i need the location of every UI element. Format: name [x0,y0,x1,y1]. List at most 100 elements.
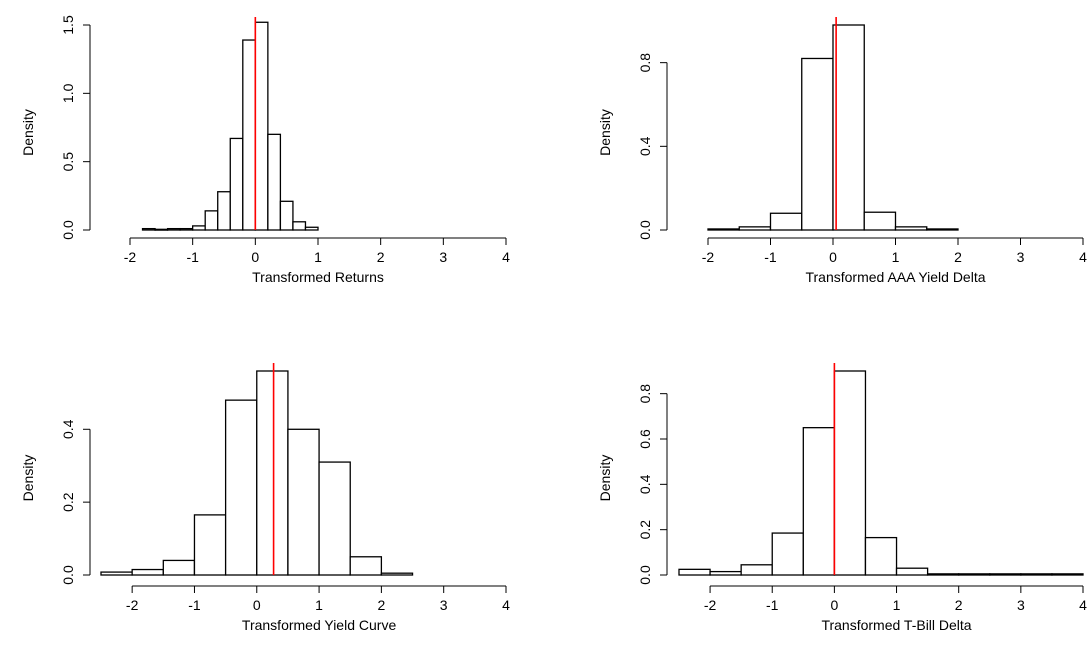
x-tick-label: -1 [188,597,201,613]
histogram-bar [958,573,991,576]
histogram-bar [179,227,194,231]
x-tick-label: -2 [126,597,139,613]
histogram-bar [769,212,803,231]
y-tick-label: 1.5 [60,15,76,35]
x-axis-label: Transformed AAA Yield Delta [805,269,985,285]
histogram-bar [131,568,164,576]
x-tick-label: 1 [892,249,900,265]
histogram-bar [229,137,244,231]
histogram-bar [771,532,804,576]
histogram-bar [738,226,772,231]
x-tick-label: -1 [766,597,779,613]
histogram-bar [864,536,898,576]
y-axis-label: Density [20,109,36,156]
histogram-bar [224,399,258,576]
histogram-bar [678,568,711,576]
y-tick-label: 0.5 [60,152,76,172]
y-tick-label: 0.0 [637,220,653,240]
histogram-bar [254,21,269,231]
histogram-bar [740,564,773,576]
histogram-bar [926,573,960,576]
histogram-bar [267,133,282,231]
x-tick-label: 4 [1079,249,1087,265]
histogram-panel-1: -2 -1 0 1 2 3 4 Transformed Returns 0.0 0.5 1.0 1.5… [20,15,510,285]
x-tick-label: 1 [893,597,901,613]
x-tick-label: 0 [253,597,261,613]
histogram-bar [1051,573,1084,576]
x-tick-label: -2 [124,249,137,265]
histogram-bar [926,228,959,231]
y-tick-label: 0.4 [637,474,653,494]
x-tick-label: -2 [704,597,717,613]
histogram-bar [287,428,320,576]
histogram-bar [707,228,740,231]
x-tick-label: 3 [439,249,447,265]
x-tick-label: 2 [377,249,385,265]
histogram-bar [154,228,169,231]
histogram-bar [802,427,836,576]
y-tick-label: 0.0 [60,565,76,585]
x-tick-label: -1 [764,249,777,265]
histogram-bar [279,200,294,231]
y-axis-label: Density [20,455,36,502]
y-tick-label: 1.0 [60,83,76,103]
histogram-bar [141,227,156,231]
histogram-bar [162,559,196,576]
y-tick-label: 0.2 [637,520,653,540]
histogram-bar [192,225,206,231]
x-tick-label: 4 [502,249,510,265]
x-tick-label: 3 [1017,597,1025,613]
x-tick-label: 1 [314,249,322,265]
histogram-bar [709,570,742,576]
histogram-bar [204,210,219,231]
x-tick-label: 1 [315,597,323,613]
histogram-bar [292,221,307,231]
histogram-panel-3: -2 -1 0 1 2 3 4 Transformed Yield Curve 0.0 0.2 0.… [20,363,510,633]
histogram-bar [989,573,1022,576]
histogram-bar [833,370,867,576]
y-tick-label: 0.0 [60,220,76,240]
histogram-bar [242,39,256,231]
y-tick-label: 0.0 [637,565,653,585]
x-tick-label: -2 [702,249,715,265]
x-axis-label: Transformed Yield Curve [242,617,397,633]
x-tick-label: -1 [186,249,199,265]
y-axis-label: Density [597,109,613,156]
x-tick-label: 0 [251,249,259,265]
x-tick-label: 4 [1079,597,1087,613]
y-tick-label: 0.2 [60,492,76,512]
histogram-bar [1020,573,1053,576]
histogram-bar [304,226,319,231]
x-tick-label: 3 [440,597,448,613]
x-axis-label: Transformed Returns [252,269,384,285]
histogram-bar [380,572,414,576]
y-tick-label: 0.4 [637,136,653,156]
histogram-bar [863,211,897,231]
y-tick-label: 0.6 [637,429,653,449]
histogram-bar [256,370,289,576]
histogram-panel-2: -2 -1 0 1 2 3 4 Transformed AAA Yield Delta 0.0 0… [597,17,1087,285]
histogram-bar [217,191,231,231]
histogram-bar [193,514,227,576]
x-tick-label: 0 [830,597,838,613]
y-axis-label: Density [597,455,613,502]
histogram-bar [894,226,928,231]
x-tick-label: 2 [377,597,385,613]
y-tick-label: 0.8 [637,384,653,404]
x-tick-label: 2 [954,249,962,265]
histogram-bar [318,461,351,576]
y-tick-label: 0.4 [60,419,76,439]
x-tick-label: 4 [502,597,510,613]
x-tick-label: 0 [829,249,837,265]
x-tick-label: 3 [1017,249,1025,265]
x-axis-label: Transformed T-Bill Delta [821,617,971,633]
histogram-bar [801,57,834,231]
histogram-bar [895,567,929,576]
x-tick-label: 2 [955,597,963,613]
histogram-bar [832,24,865,231]
histogram-bar [166,227,181,231]
histogram-bar [100,571,133,576]
y-tick-label: 0.8 [637,53,653,73]
histogram-bar [349,556,383,576]
